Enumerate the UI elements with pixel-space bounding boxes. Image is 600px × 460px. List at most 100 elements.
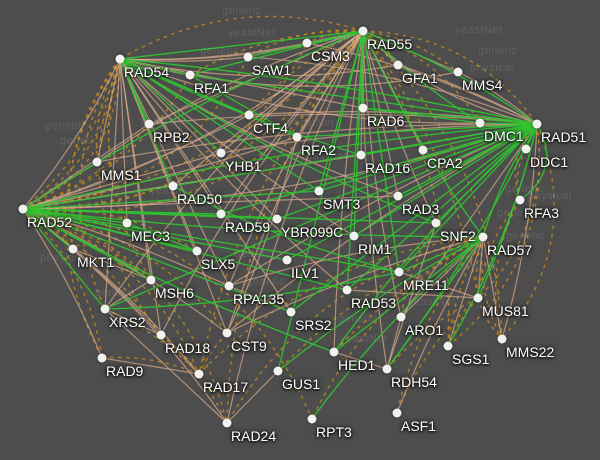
edge-RAD52-RFA2 [22,136,298,210]
edge-RAD52-XRS2 [22,208,106,310]
gene-node-YBR099C[interactable] [272,214,282,224]
gene-node-MUS81[interactable] [473,293,483,303]
gene-node-RFA3[interactable] [515,195,525,205]
gene-node-MRE11[interactable] [394,267,404,277]
gene-node-RAD54[interactable] [115,54,125,64]
gene-node-ILV1[interactable] [282,255,292,265]
edge-RAD52-RAD54 [22,58,121,210]
edge-RAD55-RAD18 [160,30,364,336]
gene-node-SAW1[interactable] [243,52,253,62]
gene-node-RAD57[interactable] [478,232,488,242]
edge-RAD54-CST9 [119,58,228,334]
edge-XRS2-RAD18 [104,308,162,336]
edge-RAD51-SMT3 [318,123,538,192]
edge-RAD52-RAD54 [22,58,121,210]
gene-node-MKT1[interactable] [68,244,78,254]
edge-XRS2-RAD24 [104,308,228,424]
edge-RAD54-RIM1 [119,58,355,237]
gene-node-SLX5[interactable] [192,246,202,256]
gene-node-RPA135[interactable] [224,281,234,291]
gene-node-SRS2[interactable] [286,307,296,317]
gene-node-HED1[interactable] [329,347,339,357]
gene-node-MMS1[interactable] [92,157,102,167]
edge-RFA3-MMS22 [494,199,521,340]
edge-RAD55-RAD54 [119,15,364,60]
edge-RAD54-RAD18 [119,58,162,336]
gene-node-SMT3[interactable] [314,186,324,196]
edge-RAD51-CSM3 [306,42,538,125]
gene-node-GFA1[interactable] [393,60,403,70]
gene-node-MSH6[interactable] [146,275,156,285]
gene-node-RAD17[interactable] [194,369,204,379]
gene-node-RDH54[interactable] [382,364,392,374]
gene-node-YHB1[interactable] [216,148,226,158]
gene-node-RIM1[interactable] [349,231,359,241]
edge-DMC1-RAD6 [362,107,481,124]
edge-RAD54-RFA1 [119,58,191,76]
edge-RAD51-MMS22 [501,123,555,340]
gene-node-SNF2[interactable] [431,218,441,228]
gene-node-DDC1[interactable] [521,144,531,154]
edge-RAD51-RIM1 [353,123,538,237]
edge-CST9-RAD17 [198,332,228,375]
edge-RAD51-RAD59 [220,123,538,215]
gene-node-RAD59[interactable] [216,209,226,219]
edge-XRS2-RAD17 [104,308,200,375]
gene-node-RFA1[interactable] [185,70,195,80]
gene-node-MMS4[interactable] [453,67,463,77]
gene-node-RAD24[interactable] [222,418,232,428]
edge-RAD55-MRE11 [362,30,400,273]
gene-node-RAD55[interactable] [358,26,368,36]
edge-RAD51-RAD57 [482,123,538,238]
edge-RAD51-YBR099C [276,123,538,220]
edge-RAD55-SAW1 [247,29,364,58]
gene-node-RAD3[interactable] [393,191,403,201]
gene-node-RFA2[interactable] [292,132,302,142]
gene-node-MMS22[interactable] [497,334,507,344]
edge-RAD55-DMC1 [362,30,481,124]
edge-RAD57-ASF1 [396,236,484,414]
edge-RAD52-RAD54 [22,58,121,210]
gene-node-CPA2[interactable] [418,145,428,155]
edge-RAD57-GUS1 [277,236,484,372]
gene-node-RPT3[interactable] [307,414,317,424]
edge-RAD51-MRE11 [398,123,538,273]
edge-RAD52-RAD24 [22,208,228,424]
edge-RAD52-RAD55 [22,30,364,210]
edge-RAD52-RAD9 [22,208,103,359]
gene-node-XRS2[interactable] [100,304,110,314]
edge-RAD51-MUS81 [477,123,538,299]
gene-node-CST9[interactable] [222,328,232,338]
gene-node-RAD6[interactable] [358,103,368,113]
gene-node-RPB2[interactable] [144,119,154,129]
gene-node-ARO1[interactable] [396,312,406,322]
gene-node-RAD9[interactable] [97,353,107,363]
edge-RAD57-RPA135 [228,236,484,287]
gene-node-ASF1[interactable] [392,408,402,418]
gene-node-CSM3[interactable] [302,38,312,48]
gene-node-SGS1[interactable] [443,341,453,351]
gene-node-RAD18[interactable] [156,330,166,340]
gene-node-MEC3[interactable] [122,218,132,228]
edge-RAD51-RAD53 [346,123,538,291]
edge-RAD55-RAD3 [362,30,399,197]
gene-node-RAD53[interactable] [342,285,352,295]
edge-RAD52-CTF4 [22,114,250,210]
gene-node-RAD51[interactable] [532,119,542,129]
gene-node-RAD16[interactable] [356,150,366,160]
gene-node-CTF4[interactable] [244,110,254,120]
edge-RAD52-RPB2 [22,123,150,210]
gene-node-DMC1[interactable] [475,118,485,128]
edge-RAD54-DMC1 [119,58,481,124]
edge-RAD57-SGS1 [447,236,484,347]
gene-node-GUS1[interactable] [273,366,283,376]
gene-node-RAD52[interactable] [18,204,28,214]
edge-RAD51-CPA2 [422,123,538,151]
edge-RAD24-GUS1 [226,370,279,424]
gene-node-RAD50[interactable] [168,181,178,191]
edge-RAD52-RAD50 [22,185,174,210]
edge-RAD55-RAD24 [226,30,364,424]
edge-RAD52-YHB1 [22,152,222,210]
edge-RAD57-MUS81 [477,236,484,299]
